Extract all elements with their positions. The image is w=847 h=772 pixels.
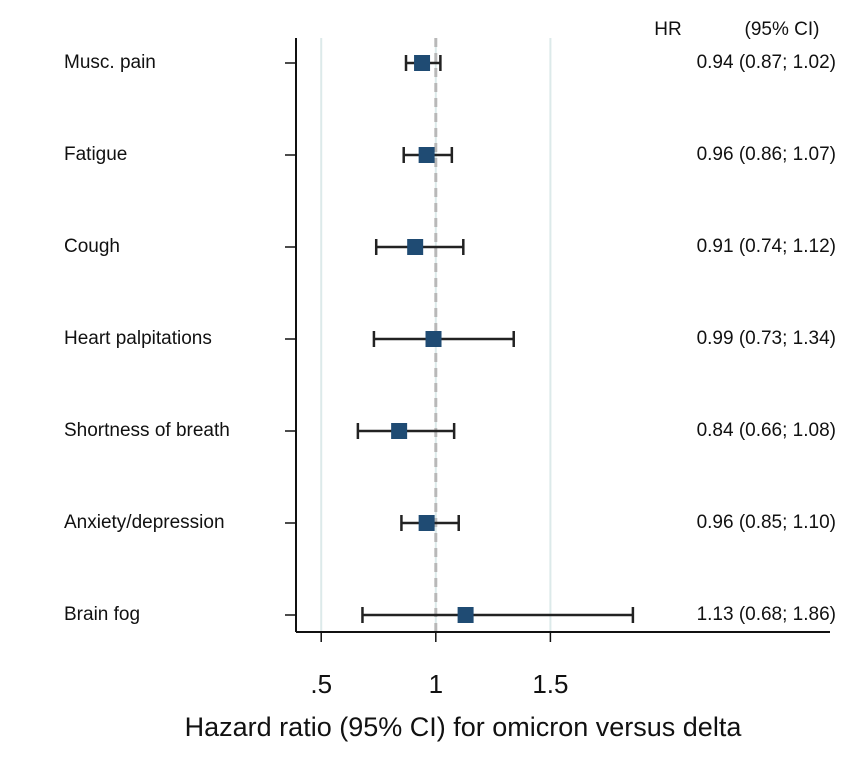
value-label: 1.13 (0.68; 1.86) — [697, 604, 836, 625]
point-estimate — [418, 147, 435, 163]
point-estimate — [457, 607, 474, 623]
value-label: 0.94 (0.87; 1.02) — [697, 52, 836, 73]
point-estimate — [407, 239, 424, 255]
column-header: HR — [654, 19, 681, 40]
point-estimate — [425, 331, 442, 347]
category-label: Shortness of breath — [64, 420, 230, 441]
value-label: 0.96 (0.85; 1.10) — [697, 512, 836, 533]
point-estimate — [391, 423, 408, 439]
category-label: Fatigue — [64, 144, 127, 165]
value-label: 0.91 (0.74; 1.12) — [697, 236, 836, 257]
category-label: Anxiety/depression — [64, 512, 225, 533]
x-tick-label: 1.5 — [532, 669, 568, 699]
category-label: Heart palpitations — [64, 328, 212, 349]
x-tick-label: 1 — [429, 669, 443, 699]
point-estimate — [414, 55, 431, 71]
value-label: 0.99 (0.73; 1.34) — [697, 328, 836, 349]
category-label: Cough — [64, 236, 120, 257]
category-label: Brain fog — [64, 604, 140, 625]
point-estimate — [418, 515, 435, 531]
category-label: Musc. pain — [64, 52, 156, 73]
x-axis-label: Hazard ratio (95% CI) for omicron versus… — [185, 712, 743, 742]
x-tick-label: .5 — [310, 669, 332, 699]
value-label: 0.96 (0.86; 1.07) — [697, 144, 836, 165]
value-label: 0.84 (0.66; 1.08) — [697, 420, 836, 441]
column-header: (95% CI) — [745, 19, 820, 40]
